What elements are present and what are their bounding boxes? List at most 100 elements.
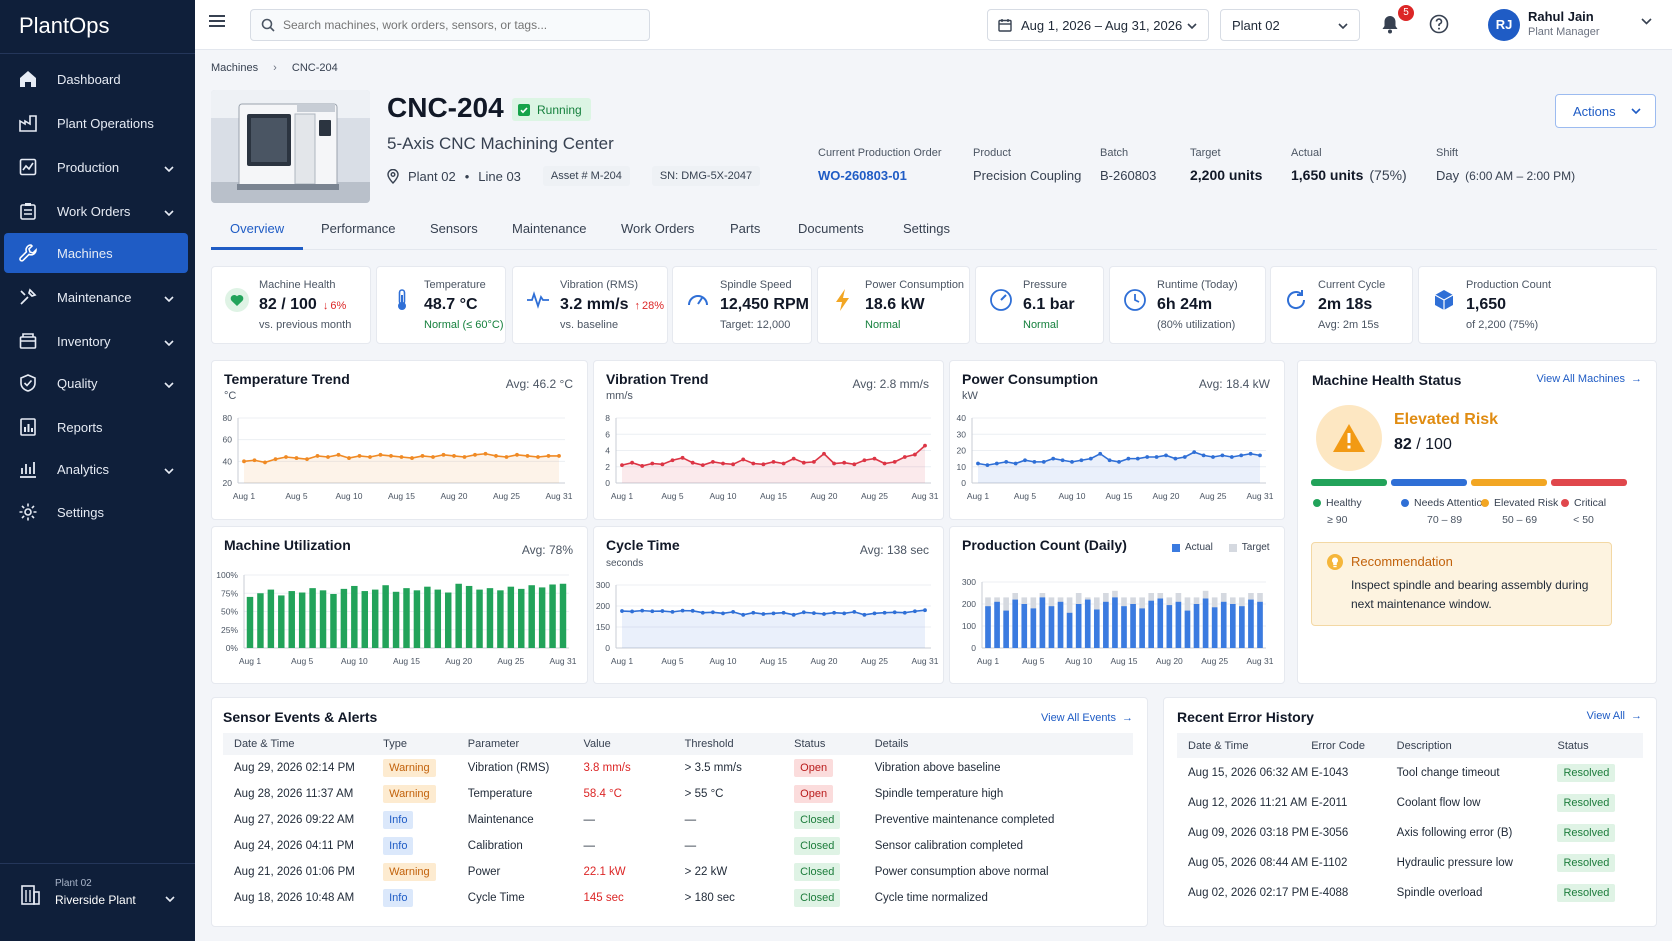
- x-tick-label: Aug 31: [1247, 491, 1274, 501]
- search-input[interactable]: [283, 18, 643, 32]
- chevron-down-icon: [164, 376, 174, 391]
- avatar[interactable]: RJ: [1488, 9, 1520, 41]
- sidebar-item-work-orders[interactable]: Work Orders: [4, 191, 188, 231]
- cycle-time-card: Cycle Time seconds Avg: 138 sec 0 150 200 3…: [593, 526, 944, 684]
- tab-overview[interactable]: Overview: [230, 221, 285, 236]
- column-header: Description: [1396, 733, 1558, 758]
- legend-row: Healthy: [1313, 497, 1362, 509]
- view-all-events-link[interactable]: View All Events →: [1041, 712, 1133, 724]
- data-point: [357, 454, 362, 458]
- table-row[interactable]: Aug 09, 2026 03:18 PM E-3056 Axis followin…: [1177, 818, 1643, 848]
- table-cell: Aug 09, 2026 03:18 PM: [1177, 818, 1311, 848]
- x-tick-label: Aug 20: [1156, 656, 1183, 666]
- tab-settings[interactable]: Settings: [903, 221, 950, 236]
- actions-button[interactable]: Actions: [1555, 94, 1656, 128]
- sidebar-item-label: Quality: [57, 375, 98, 391]
- data-point: [872, 456, 877, 461]
- date-range-picker[interactable]: Aug 1, 2026 – Aug 31, 2026: [987, 9, 1209, 41]
- data-point: [791, 456, 796, 461]
- table-row[interactable]: Aug 21, 2026 01:06 PM Warning Power 22.1 kW…: [223, 859, 1133, 885]
- sidebar-item-analytics[interactable]: Analytics: [4, 449, 188, 489]
- y-tick-label: 100%: [216, 570, 238, 580]
- sidebar-item-machines[interactable]: Machines: [4, 233, 188, 273]
- table-row[interactable]: Aug 27, 2026 09:22 AM Info Maintenance — — Cl…: [223, 807, 1133, 833]
- table-cell: Closed: [794, 807, 875, 833]
- plant-select[interactable]: Plant 02: [1220, 9, 1360, 41]
- table-row[interactable]: Aug 18, 2026 10:48 AM Info Cycle Time 145 s…: [223, 885, 1133, 911]
- legend-healthy: Healthy ≥ 90: [1313, 497, 1362, 526]
- data-point: [680, 455, 685, 460]
- sidebar-item-production[interactable]: Production: [4, 147, 188, 187]
- po-value[interactable]: WO-260803-01: [818, 167, 942, 183]
- table-row[interactable]: Aug 02, 2026 02:17 PM E-4088 Spindle overl…: [1177, 878, 1643, 908]
- data-point: [389, 454, 393, 458]
- table-row[interactable]: Aug 29, 2026 02:14 PM Warning Vibration (R…: [223, 755, 1133, 781]
- sidebar-item-reports[interactable]: Reports: [4, 407, 188, 447]
- link-label: View All Events: [1040, 712, 1116, 724]
- data-point: [822, 612, 826, 616]
- help-icon[interactable]: [1429, 14, 1449, 34]
- bar: [298, 592, 306, 648]
- table-header-row: Date & Time Error Code Description Status: [1177, 733, 1643, 758]
- tab-performance[interactable]: Performance: [321, 221, 396, 236]
- kpi-value: 82 / 100: [259, 296, 317, 313]
- sidebar-item-plant-operations[interactable]: Plant Operations: [4, 103, 188, 143]
- tab-maintenance[interactable]: Maintenance: [512, 221, 587, 236]
- search-box[interactable]: [250, 9, 650, 41]
- kpi-value-row: 1,650: [1466, 296, 1506, 314]
- table-row[interactable]: Aug 15, 2026 06:32 AM E-1043 Tool change t…: [1177, 758, 1643, 788]
- table-row[interactable]: Aug 24, 2026 04:11 PM Info Calibration — — Cl…: [223, 833, 1133, 859]
- kpi-delta: ↑ 28%: [634, 300, 664, 312]
- y-tick-label: 40: [957, 413, 967, 423]
- data-point: [976, 461, 980, 466]
- data-point: [1032, 459, 1037, 464]
- data-point: [630, 460, 634, 465]
- menu-icon[interactable]: [209, 14, 225, 28]
- breadcrumb-machines[interactable]: Machines: [211, 62, 259, 74]
- table-cell: —: [583, 807, 684, 833]
- bar: [465, 585, 473, 648]
- table-row[interactable]: Aug 05, 2026 08:44 AM E-1102 Hydraulic pre…: [1177, 848, 1643, 878]
- table-cell: Cycle Time: [468, 885, 584, 911]
- x-tick-label: Aug 31: [912, 491, 939, 501]
- sidebar-item-inventory[interactable]: Inventory: [4, 321, 188, 361]
- bar-actual: [1003, 610, 1009, 648]
- kpi-value-row: 82 / 100 ↓ 6%: [259, 296, 346, 314]
- tab-sensors[interactable]: Sensors: [430, 221, 478, 236]
- bar: [538, 587, 546, 648]
- card-title: Sensor Events & Alerts: [223, 709, 378, 725]
- bell-icon[interactable]: [1381, 14, 1399, 34]
- sidebar-item-dashboard[interactable]: Dashboard: [4, 59, 188, 99]
- table-row[interactable]: Aug 28, 2026 11:37 AM Warning Temperature 5…: [223, 781, 1133, 807]
- health-bar-needs-attention: [1391, 479, 1467, 486]
- data-point: [504, 455, 509, 459]
- bar: [361, 591, 369, 648]
- data-point: [1060, 458, 1065, 463]
- table-cell: Aug 18, 2026 10:48 AM: [223, 885, 383, 911]
- plant-switcher[interactable]: Plant 02 Riverside Plant: [17, 876, 187, 926]
- view-all-errors-link[interactable]: View All →: [1587, 710, 1642, 722]
- x-tick-label: Aug 20: [445, 656, 472, 666]
- cell-text: —: [583, 814, 595, 826]
- chevron-down-icon[interactable]: [1641, 18, 1652, 25]
- sidebar-item-settings[interactable]: Settings: [4, 492, 188, 532]
- data-point: [812, 611, 816, 616]
- sidebar-footer-divider: [0, 863, 195, 864]
- chevron-down-icon: [164, 204, 174, 219]
- view-all-machines-link[interactable]: View All Machines →: [1537, 373, 1642, 385]
- x-tick-label: Aug 10: [1065, 656, 1092, 666]
- sensor-events-table: Date & Time Type Parameter Value Threshold St…: [223, 733, 1133, 911]
- po-label: Product: [973, 147, 1011, 159]
- sidebar-item-quality[interactable]: Quality: [4, 363, 188, 403]
- sidebar-item-maintenance[interactable]: Maintenance: [4, 277, 188, 317]
- data-point: [660, 462, 665, 467]
- tab-parts[interactable]: Parts: [730, 221, 761, 236]
- table-row[interactable]: Aug 12, 2026 11:21 AM E-2011 Coolant flow …: [1177, 788, 1643, 818]
- kpi-value: 6h 24m: [1157, 296, 1213, 313]
- tab-work-orders[interactable]: Work Orders: [621, 221, 695, 236]
- po-value-extra: (75%): [1369, 167, 1407, 183]
- data-point: [1004, 459, 1009, 464]
- tab-documents[interactable]: Documents: [798, 221, 864, 236]
- column-header: Error Code: [1311, 733, 1397, 758]
- app-logo[interactable]: PlantOps: [19, 13, 110, 38]
